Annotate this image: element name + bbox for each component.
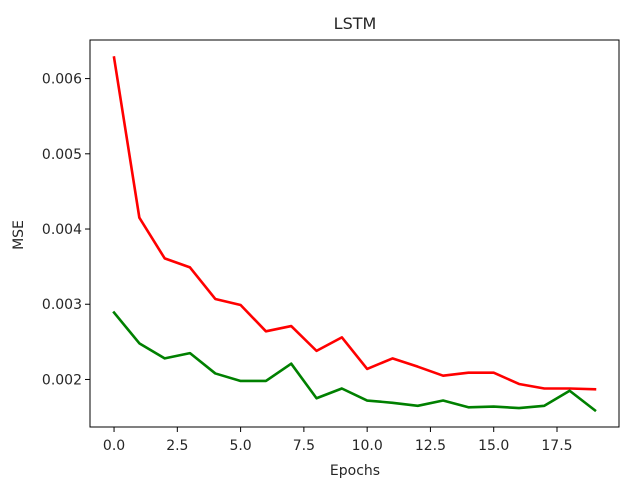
- x-tick-label: 12.5: [415, 438, 446, 454]
- x-tick-label: 15.0: [478, 438, 509, 454]
- y-axis-ticks: 0.002 0.003 0.004 0.005 0.006: [42, 72, 90, 388]
- x-axis-label: Epochs: [330, 463, 380, 479]
- x-tick-label: 0.0: [103, 438, 125, 454]
- x-tick-label: 5.0: [229, 438, 251, 454]
- x-axis-ticks: 0.0 2.5 5.0 7.5 10.0 12.5 15.0 17.5: [103, 427, 573, 454]
- y-axis-label: MSE: [11, 220, 27, 250]
- series-line-0: [112, 56, 597, 391]
- x-tick-label: 2.5: [166, 438, 188, 454]
- y-tick-label: 0.004: [42, 222, 82, 238]
- series-line-1: [112, 310, 597, 413]
- x-tick-label: 7.5: [293, 438, 315, 454]
- axes-frame: [89, 39, 620, 428]
- x-tick-label: 10.0: [352, 438, 383, 454]
- x-tick-label: 17.5: [541, 438, 572, 454]
- y-tick-label: 0.003: [42, 297, 82, 313]
- y-tick-label: 0.006: [42, 72, 82, 88]
- series-layer: [112, 56, 597, 413]
- chart-title: LSTM: [334, 14, 377, 33]
- y-tick-label: 0.005: [42, 147, 82, 163]
- y-tick-label: 0.002: [42, 372, 82, 388]
